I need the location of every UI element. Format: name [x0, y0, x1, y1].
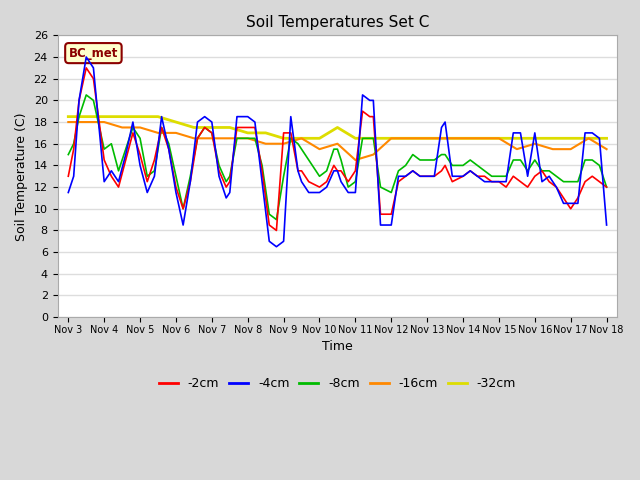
Title: Soil Temperatures Set C: Soil Temperatures Set C — [246, 15, 429, 30]
Text: BC_met: BC_met — [68, 47, 118, 60]
Y-axis label: Soil Temperature (C): Soil Temperature (C) — [15, 112, 28, 240]
X-axis label: Time: Time — [322, 340, 353, 353]
Legend: -2cm, -4cm, -8cm, -16cm, -32cm: -2cm, -4cm, -8cm, -16cm, -32cm — [154, 372, 521, 396]
